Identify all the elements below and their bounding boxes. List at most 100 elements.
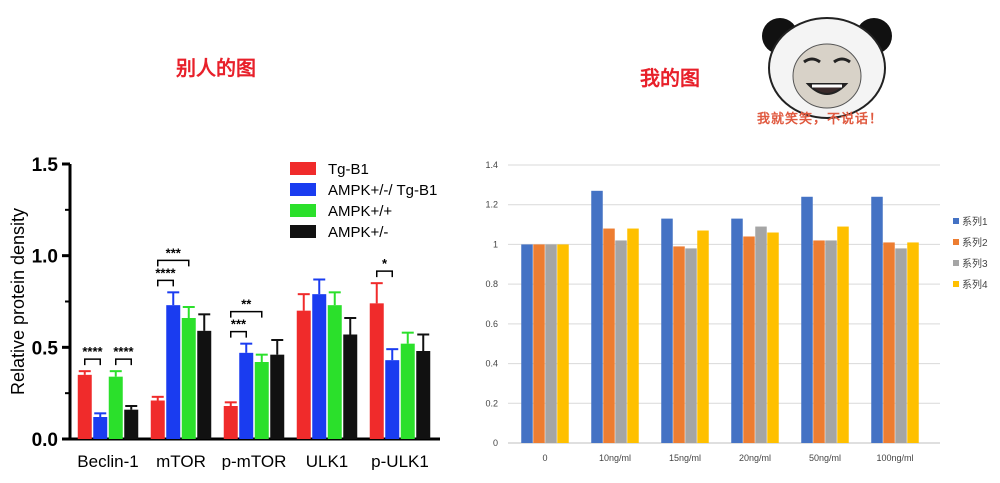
x-tick-label: p-ULK1 — [371, 452, 429, 470]
x-tick-label: Beclin-1 — [77, 452, 138, 470]
legend-swatch — [953, 239, 959, 245]
legend-swatch — [953, 218, 959, 224]
bar — [296, 310, 311, 439]
bar — [615, 240, 627, 443]
bar — [254, 362, 269, 439]
bar — [77, 374, 92, 439]
significance-bracket — [376, 270, 393, 278]
legend-label: AMPK+/-/ Tg-B1 — [328, 182, 437, 199]
bar — [181, 318, 196, 439]
x-tick-label: 50ng/ml — [809, 453, 841, 463]
significance-label: *** — [231, 317, 247, 332]
bar — [801, 196, 813, 443]
significance-bracket — [230, 310, 263, 318]
bar — [743, 236, 755, 443]
significance-bracket — [157, 279, 174, 287]
legend-swatch — [953, 260, 959, 266]
meme-caption: 我就笑笑，不说话！ — [756, 112, 883, 127]
y-tick-label: 0.5 — [32, 338, 59, 359]
legend-swatch — [290, 225, 316, 238]
legend-label: 系列3 — [962, 257, 988, 270]
legend-swatch — [290, 162, 316, 175]
left-figure-caption: 别人的图 — [176, 56, 256, 80]
bar — [731, 218, 743, 443]
legend-label: AMPK+/- — [328, 224, 388, 241]
significance-bracket — [230, 330, 247, 338]
x-tick-label: 100ng/ml — [876, 453, 913, 463]
legend-label: 系列2 — [962, 236, 988, 249]
bar — [166, 305, 181, 439]
bar — [223, 406, 238, 439]
bar — [685, 248, 697, 443]
bar — [895, 248, 907, 443]
y-tick-label: 1.0 — [32, 247, 58, 268]
bar — [416, 351, 431, 439]
bar — [557, 244, 569, 443]
bar — [603, 228, 615, 443]
x-tick-label: 15ng/ml — [669, 453, 701, 463]
legend-swatch — [953, 281, 959, 287]
bar — [767, 232, 779, 443]
panda-meme-face-icon — [762, 17, 892, 119]
significance-label: *** — [166, 245, 182, 260]
bar — [327, 305, 342, 439]
y-tick-label: 0.4 — [485, 359, 498, 369]
significance-bracket — [115, 358, 132, 366]
bar — [312, 294, 327, 439]
legend-label: AMPK+/+ — [328, 203, 392, 220]
y-tick-label: 0 — [493, 438, 498, 448]
bar — [755, 226, 767, 443]
bar — [545, 244, 557, 443]
x-tick-label: ULK1 — [306, 452, 349, 470]
y-tick-label: 0.2 — [485, 398, 498, 408]
bar — [93, 417, 108, 439]
y-tick-label: 1.5 — [32, 155, 59, 176]
x-tick-label: 20ng/ml — [739, 453, 771, 463]
legend-swatch — [290, 183, 316, 196]
legend-label: 系列1 — [962, 215, 988, 228]
bar — [521, 244, 533, 443]
bar — [627, 228, 639, 443]
significance-bracket — [157, 259, 190, 267]
y-axis-label: Relative protein density — [8, 208, 28, 395]
bar — [150, 400, 165, 439]
y-tick-label: 1.4 — [485, 160, 498, 170]
bar — [907, 242, 919, 443]
y-tick-label: 1 — [493, 239, 498, 249]
bar — [871, 196, 883, 443]
right-figure-caption: 我的图 — [640, 66, 700, 90]
bar — [591, 190, 603, 443]
x-tick-label: mTOR — [156, 452, 206, 470]
my-bar-chart: 0 0.2 0.4 0.6 0.8 1 1.2 1.4 0 10ng/ml 15ng/ml 20ng/… — [485, 160, 988, 463]
bar — [124, 409, 139, 439]
x-tick-label: 0 — [542, 453, 547, 463]
bar — [343, 334, 358, 439]
legend-label: 系列4 — [962, 278, 988, 291]
significance-bracket — [84, 358, 101, 366]
bar — [385, 360, 400, 439]
y-tick-label: 0.8 — [485, 279, 498, 289]
y-tick-label: 0.0 — [32, 430, 58, 451]
bar — [239, 352, 254, 439]
significance-label: **** — [155, 265, 176, 280]
y-tick-label: 0.6 — [485, 319, 498, 329]
bar — [813, 240, 825, 443]
reference-bar-chart: 0.0 0.5 1.0 1.5 Relative protein density Becl… — [8, 155, 440, 470]
bar — [661, 218, 673, 443]
bar — [837, 226, 849, 443]
legend-swatch — [290, 204, 316, 217]
bar — [883, 242, 895, 443]
significance-label: ** — [241, 297, 252, 312]
x-tick-label: 10ng/ml — [599, 453, 631, 463]
bar — [697, 230, 709, 443]
significance-label: * — [382, 256, 388, 271]
x-tick-label: p-mTOR — [222, 452, 287, 470]
significance-label: **** — [113, 344, 134, 359]
legend-label: Tg-B1 — [328, 161, 369, 178]
y-tick-label: 1.2 — [485, 200, 498, 210]
bar — [533, 244, 545, 443]
bar — [197, 330, 212, 439]
bar — [673, 246, 685, 443]
bar — [825, 240, 837, 443]
significance-label: **** — [82, 344, 103, 359]
